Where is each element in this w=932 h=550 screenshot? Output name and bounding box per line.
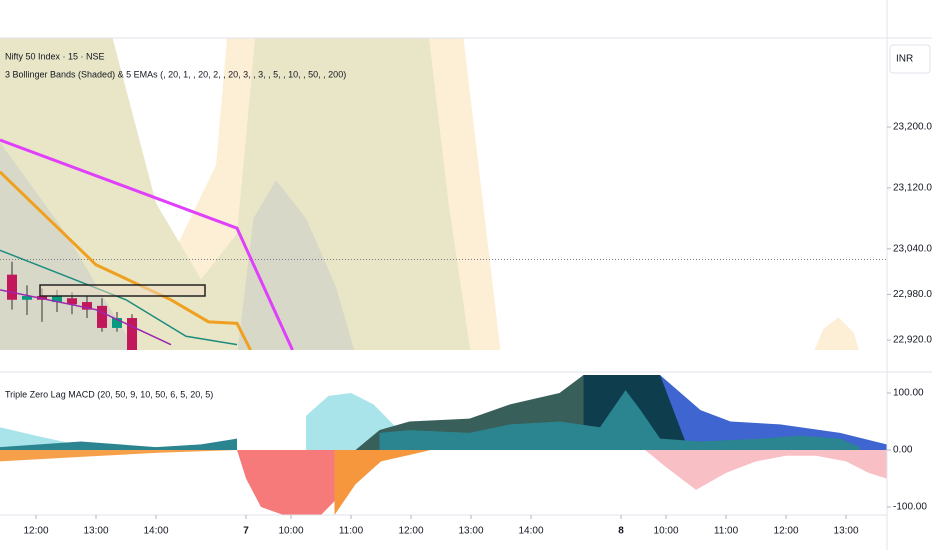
candle-body <box>22 295 33 300</box>
y-tick-label: 23,120.00 <box>893 183 932 194</box>
currency: INR <box>896 54 913 65</box>
macd-area <box>645 450 887 490</box>
macd-pane <box>0 375 887 515</box>
band <box>814 317 860 350</box>
x-tick-label: 14:00 <box>519 526 544 537</box>
candle-body <box>82 302 93 310</box>
candle-body <box>97 305 108 328</box>
band <box>0 38 471 350</box>
macd-title: Triple Zero Lag MACD (20, 50, 9, 10, 50,… <box>5 389 213 399</box>
candle-body <box>52 295 63 303</box>
x-tick-label: 12:00 <box>399 526 424 537</box>
x-tick-label: 14:00 <box>143 526 168 537</box>
candle-body <box>67 298 78 305</box>
drawn-box <box>39 284 206 297</box>
x-tick-label: 13:00 <box>834 526 859 537</box>
band <box>237 180 355 350</box>
y-tick-label: 23,200.00 <box>893 122 932 133</box>
price-pane <box>0 38 887 350</box>
ema-line <box>0 289 172 346</box>
macd-area <box>621 375 887 451</box>
x-tick-label: 8 <box>618 526 624 537</box>
y-tick-label: 22,980.00 <box>893 289 932 300</box>
y-tick-label: 23,040.00 <box>893 243 932 254</box>
indicator-title: 3 Bollinger Bands (Shaded) & 5 EMAs (, 2… <box>5 69 346 79</box>
x-tick-label: 10:00 <box>279 526 304 537</box>
ema-line <box>0 249 238 346</box>
x-tick-label: 10:00 <box>654 526 679 537</box>
axes: 23,200.00 23,120.00 23,040.00 22,980.00 22,9… <box>23 122 932 537</box>
y-tick-label: 0.00 <box>893 445 913 456</box>
macd-area <box>379 390 860 451</box>
currency-box <box>889 44 931 74</box>
candle-body <box>127 318 138 350</box>
x-tick-label: 11:00 <box>339 526 364 537</box>
x-tick-label: 7 <box>243 526 249 537</box>
x-tick-label: 12:00 <box>23 526 48 537</box>
candle-body <box>7 274 18 300</box>
x-tick-label: 11:00 <box>714 526 739 537</box>
macd-area <box>0 438 238 451</box>
ema-line <box>0 138 294 350</box>
macd-area <box>0 450 238 462</box>
y-tick-label: 100.00 <box>893 388 924 399</box>
ema-line <box>0 170 252 350</box>
macd-area <box>334 450 431 515</box>
x-tick-label: 13:00 <box>459 526 484 537</box>
y-tick-label: 22,920.00 <box>893 335 932 346</box>
macd-area <box>237 450 356 515</box>
chart-title: Nifty 50 Index · 15 · NSE <box>5 51 105 61</box>
band <box>0 142 136 350</box>
x-tick-label: 13:00 <box>83 526 108 537</box>
x-tick-label: 12:00 <box>774 526 799 537</box>
candle-body <box>112 318 123 328</box>
y-tick-label: -100.00 <box>893 502 927 513</box>
